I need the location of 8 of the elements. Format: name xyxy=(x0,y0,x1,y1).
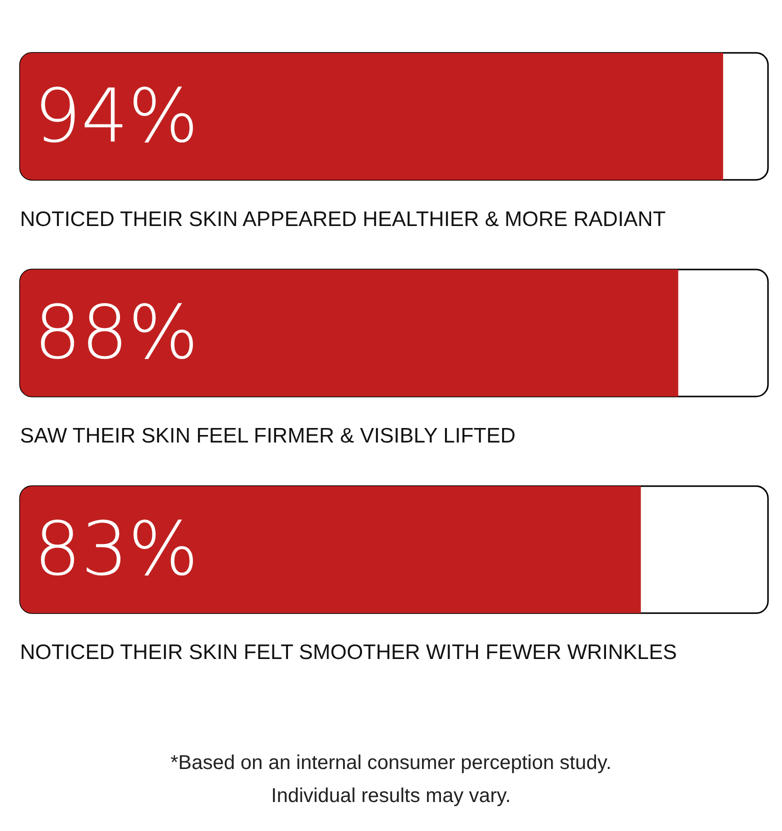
data-label: 83% xyxy=(34,506,198,593)
y-tick-label: NOTICED THEIR SKIN FELT SMOOTHER WITH FEWER WRINKLES xyxy=(20,641,677,664)
data-label: 88% xyxy=(34,290,198,376)
y-tick-label: SAW THEIR SKIN FEEL FIRMER & VISIBLY LIFTED xyxy=(20,424,516,448)
data-label: 94% xyxy=(34,73,198,160)
text: Individual results may vary. xyxy=(271,785,511,807)
annotation: *Based on an internal consumer perception study. xyxy=(170,752,612,774)
y-tick-label: NOTICED THEIR SKIN APPEARED HEALTHIER & MORE RADIANT xyxy=(20,208,666,231)
